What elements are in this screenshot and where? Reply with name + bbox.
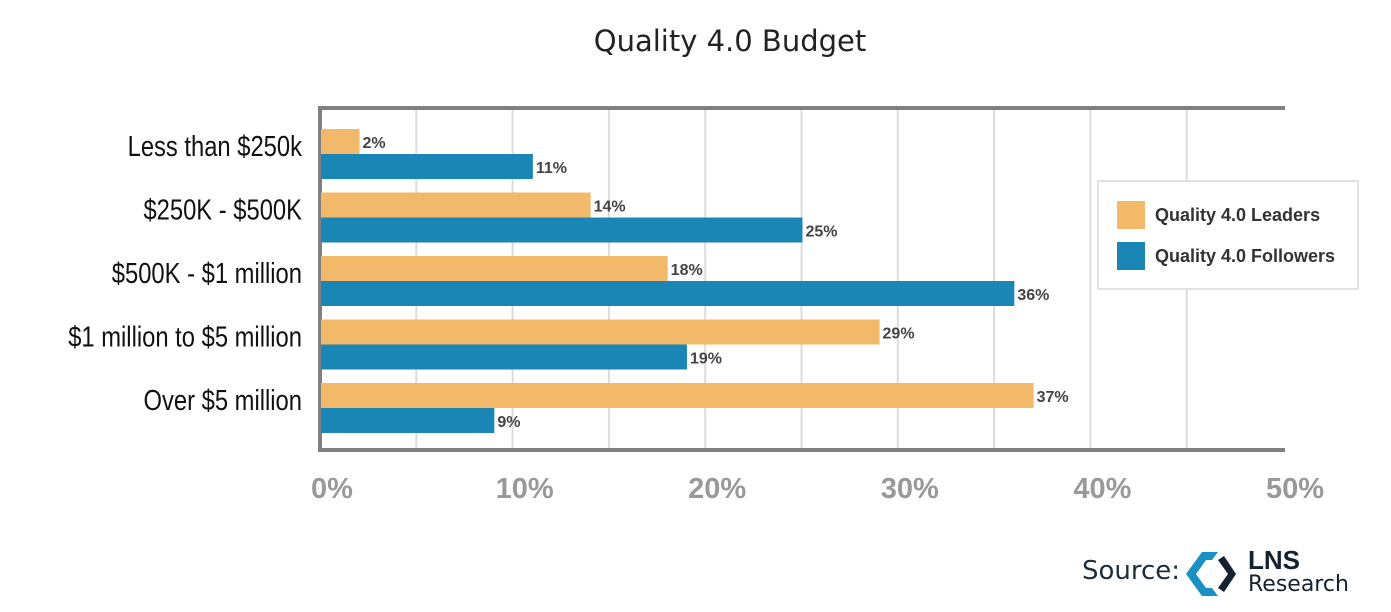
data-label: 14% <box>594 199 626 216</box>
x-tick-label: 10% <box>496 473 554 505</box>
data-label: 36% <box>1017 287 1049 304</box>
category-label: $250K - $500K <box>143 193 302 226</box>
data-label: 18% <box>671 262 703 279</box>
x-tick-label: 30% <box>881 473 939 505</box>
bar-leaders <box>321 319 880 345</box>
brand-name: LNS <box>1248 545 1300 575</box>
bar-followers <box>321 281 1015 306</box>
legend-label: Quality 4.0 Followers <box>1155 245 1336 266</box>
data-label: 2% <box>363 135 386 152</box>
lns-logo-icon <box>1186 552 1236 596</box>
bar-leaders <box>321 129 360 154</box>
data-label: 37% <box>1037 389 1069 406</box>
legend: Quality 4.0 Leaders Quality 4.0 Follower… <box>1097 180 1359 290</box>
x-tick-label: 40% <box>1073 473 1131 505</box>
bar-followers <box>321 217 803 243</box>
bar-leaders <box>321 383 1034 408</box>
legend-swatch-followers <box>1117 242 1145 270</box>
bar-followers <box>321 344 687 370</box>
data-label: 25% <box>806 224 838 241</box>
source-label: Source: <box>1082 556 1181 586</box>
data-label: 11% <box>536 160 567 177</box>
data-label: 9% <box>497 414 520 431</box>
category-label: $500K - $1 million <box>112 257 302 290</box>
category-label: $1 million to $5 million <box>68 320 302 353</box>
x-tick-label: 20% <box>688 473 746 505</box>
chart-title: Quality 4.0 Budget <box>593 24 867 58</box>
x-tick-label: 50% <box>1266 473 1324 505</box>
bar-leaders <box>321 256 668 281</box>
bar-followers <box>321 408 495 433</box>
brand-subtitle: Research <box>1248 572 1349 597</box>
bar-followers <box>321 154 533 179</box>
bar-leaders <box>321 192 591 218</box>
data-label: 29% <box>883 326 915 343</box>
legend-item-leaders: Quality 4.0 Leaders <box>1117 201 1320 229</box>
category-label: Less than $250k <box>128 130 303 163</box>
legend-label: Quality 4.0 Leaders <box>1155 204 1321 225</box>
x-tick-label: 0% <box>311 473 353 505</box>
data-label: 19% <box>690 351 722 368</box>
legend-item-followers: Quality 4.0 Followers <box>1117 242 1335 270</box>
category-label: Over $5 million <box>144 384 302 417</box>
legend-swatch-leaders <box>1117 201 1145 229</box>
